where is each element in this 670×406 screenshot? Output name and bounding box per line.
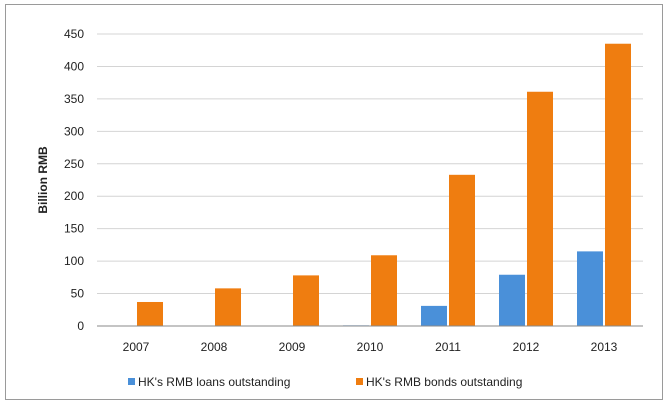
y-tick-450: 450: [64, 27, 84, 41]
bar-bonds-2009: [293, 275, 319, 326]
bar-bonds-2007: [137, 301, 163, 326]
bar-bonds-2013: [605, 43, 631, 326]
x-tick-2012: 2012: [513, 340, 540, 354]
y-tick-100: 100: [64, 254, 84, 268]
bar-bonds-2012: [527, 91, 553, 326]
x-tick-labels: 2007 2008 2009 2010 2011 2012 2013: [123, 340, 618, 354]
legend-swatch-bonds: [356, 378, 363, 385]
y-axis-label: Billion RMB: [36, 146, 50, 214]
x-tick-2011: 2011: [435, 340, 461, 354]
legend-label-loans: HK's RMB loans outstanding: [138, 375, 290, 389]
bar-bonds-2010: [371, 255, 397, 326]
bar-bonds-2011: [449, 174, 475, 326]
y-tick-150: 150: [64, 222, 84, 236]
y-tick-0: 0: [77, 319, 84, 333]
bar-loans-2011: [421, 305, 447, 326]
chart-frame: [5, 4, 663, 400]
legend: HK's RMB loans outstanding HK's RMB bond…: [128, 375, 522, 389]
gridlines: [97, 33, 643, 295]
bar-bonds-2008: [215, 288, 241, 326]
y-tick-200: 200: [64, 189, 84, 203]
x-tick-2007: 2007: [123, 340, 150, 354]
y-tick-labels: 0 50 100 150 200 250 300 350 400 450: [64, 27, 84, 333]
legend-swatch-loans: [128, 378, 135, 385]
y-tick-350: 350: [64, 92, 84, 106]
y-tick-50: 50: [71, 287, 85, 301]
bar-loans-2012: [499, 274, 525, 326]
bars: [137, 43, 631, 326]
bar-loans-2013: [577, 251, 603, 326]
y-tick-250: 250: [64, 157, 84, 171]
y-tick-300: 300: [64, 124, 84, 138]
x-tick-2013: 2013: [591, 340, 618, 354]
x-tick-2010: 2010: [357, 340, 384, 354]
y-tick-400: 400: [64, 59, 84, 73]
legend-label-bonds: HK's RMB bonds outstanding: [366, 375, 522, 389]
x-tick-2008: 2008: [201, 340, 228, 354]
x-tick-2009: 2009: [279, 340, 306, 354]
